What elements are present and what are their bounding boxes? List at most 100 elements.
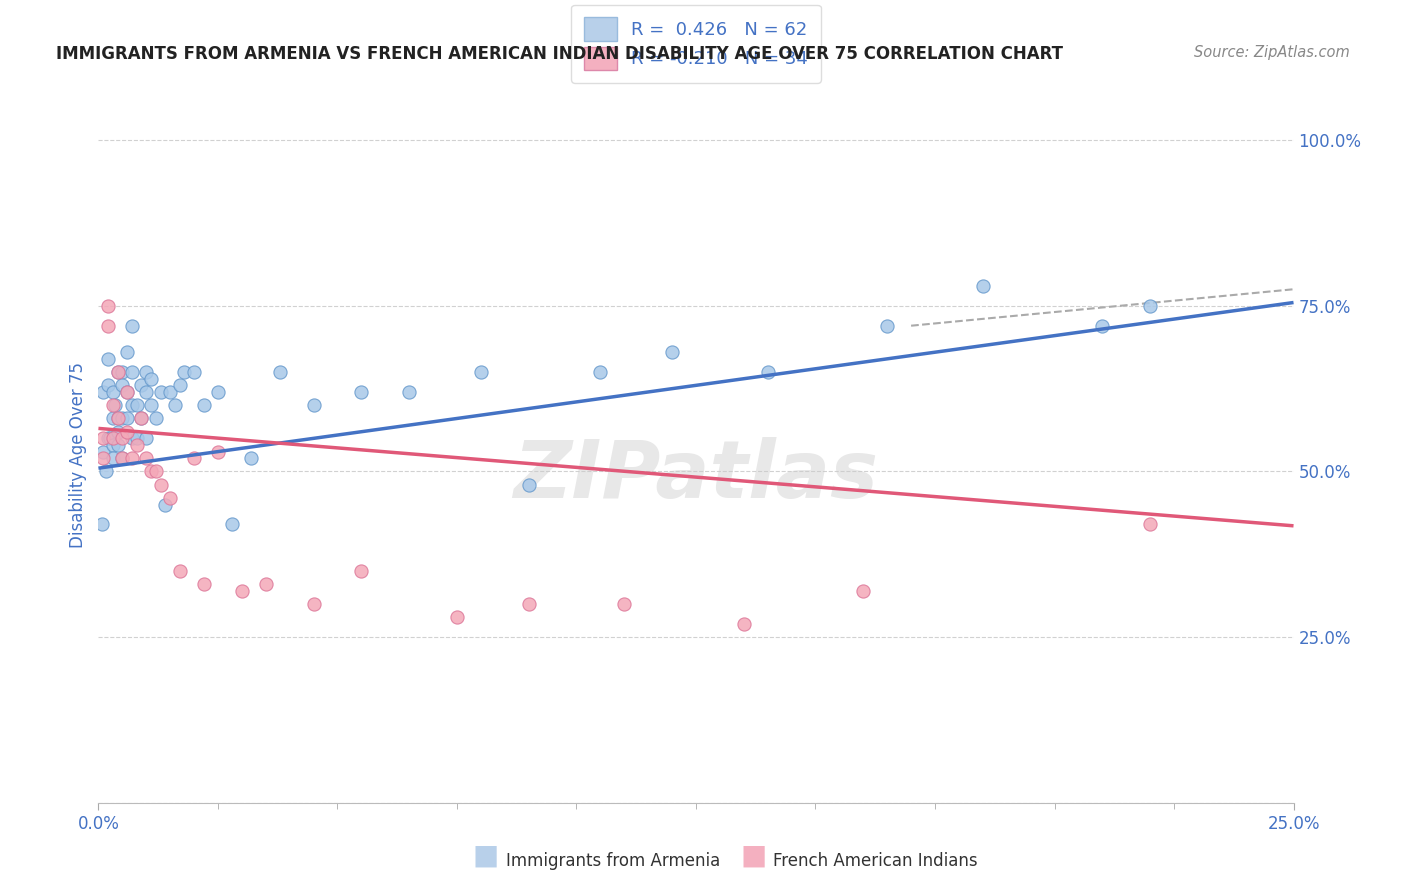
Point [107, 365, 129, 379]
Text: IMMIGRANTS FROM ARMENIA VS FRENCH AMERICAN INDIAN DISABILITY AGE OVER 75 CORRELA: IMMIGRANTS FROM ARMENIA VS FRENCH AMERIC… [56, 45, 1063, 62]
Point [155, 498, 177, 512]
Point [139, 398, 162, 412]
Point [97, 318, 120, 333]
Point [121, 431, 143, 445]
Point [1139, 299, 1161, 313]
Point [115, 384, 138, 399]
Point [661, 345, 683, 359]
Point [101, 431, 124, 445]
Point [121, 451, 143, 466]
Point [107, 425, 129, 439]
Point [135, 384, 157, 399]
Point [111, 378, 134, 392]
Point [852, 583, 875, 598]
Point [91, 431, 114, 445]
Point [107, 411, 129, 425]
Point [517, 477, 540, 491]
Point [115, 345, 138, 359]
Point [101, 438, 124, 452]
Point [302, 597, 325, 611]
Point [139, 465, 162, 479]
Point [302, 398, 325, 412]
Point [101, 398, 124, 412]
Point [125, 398, 148, 412]
Point [101, 451, 124, 466]
Text: ■: ■ [472, 842, 499, 870]
Point [350, 564, 373, 578]
Point [121, 318, 143, 333]
Point [193, 577, 215, 591]
Point [163, 398, 186, 412]
Point [972, 279, 994, 293]
Point [231, 583, 253, 598]
Point [125, 438, 148, 452]
Point [98, 431, 122, 445]
Point [350, 384, 373, 399]
Point [131, 411, 153, 425]
Text: ZIPatlas: ZIPatlas [513, 437, 879, 515]
Point [173, 365, 195, 379]
Point [446, 610, 468, 624]
Point [159, 491, 181, 505]
Point [121, 365, 143, 379]
Point [131, 378, 153, 392]
Point [193, 398, 215, 412]
Point [111, 451, 134, 466]
Point [111, 431, 134, 445]
Point [269, 365, 291, 379]
Point [398, 384, 420, 399]
Legend: R =  0.426   N = 62, R = -0.210   N = 34: R = 0.426 N = 62, R = -0.210 N = 34 [571, 4, 821, 83]
Point [207, 444, 229, 458]
Point [613, 597, 636, 611]
Point [111, 411, 134, 425]
Point [115, 425, 138, 439]
Point [221, 517, 243, 532]
Point [91, 444, 114, 458]
Point [104, 398, 127, 412]
Point [149, 384, 172, 399]
Point [135, 365, 157, 379]
Point [107, 438, 129, 452]
Point [517, 597, 540, 611]
Text: Source: ZipAtlas.com: Source: ZipAtlas.com [1194, 45, 1350, 60]
Point [107, 365, 129, 379]
Point [733, 616, 755, 631]
Point [254, 577, 277, 591]
Point [131, 411, 153, 425]
Point [589, 365, 612, 379]
Point [135, 431, 157, 445]
Point [97, 378, 120, 392]
Text: Immigrants from Armenia: Immigrants from Armenia [506, 852, 720, 870]
Point [145, 411, 167, 425]
Point [169, 378, 191, 392]
Point [111, 451, 134, 466]
Point [183, 365, 205, 379]
Point [101, 411, 124, 425]
Point [97, 351, 120, 366]
Point [91, 517, 114, 532]
Point [91, 384, 114, 399]
Point [135, 451, 157, 466]
Point [159, 384, 181, 399]
Point [121, 398, 143, 412]
Point [97, 299, 120, 313]
Point [94, 465, 117, 479]
Point [139, 372, 162, 386]
Y-axis label: Disability Age Over 75: Disability Age Over 75 [69, 362, 87, 548]
Point [145, 465, 167, 479]
Point [111, 365, 134, 379]
Point [207, 384, 229, 399]
Point [470, 365, 492, 379]
Point [169, 564, 191, 578]
Point [149, 477, 172, 491]
Point [183, 451, 205, 466]
Point [101, 384, 124, 399]
Point [107, 411, 129, 425]
Text: ■: ■ [740, 842, 766, 870]
Point [115, 411, 138, 425]
Point [1139, 517, 1161, 532]
Point [876, 318, 898, 333]
Point [240, 451, 263, 466]
Text: French American Indians: French American Indians [773, 852, 979, 870]
Point [125, 431, 148, 445]
